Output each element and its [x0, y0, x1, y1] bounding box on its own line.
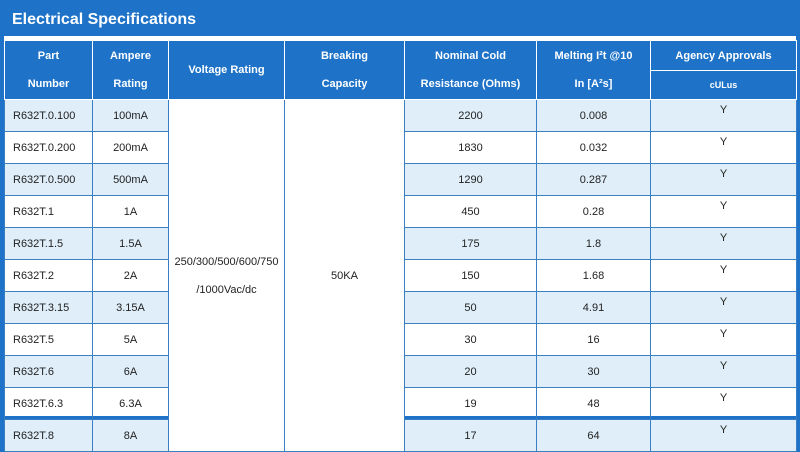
melting-i2t-cell: 16	[536, 323, 651, 356]
part-number-cell: R632T.6.3	[4, 387, 93, 420]
nominal-cold-resistance-cell: 1290	[404, 163, 537, 196]
nominal-cold-resistance-cell: 1830	[404, 131, 537, 164]
header-breaking-capacity: Breaking Capacity	[284, 40, 405, 100]
nominal-cold-resistance-cell: 17	[404, 419, 537, 452]
melting-i2t-cell: 0.032	[536, 131, 651, 164]
table-row: R632T.6.3 6.3A 19 48 Y	[4, 387, 797, 420]
ampere-rating-cell: 5A	[92, 323, 169, 356]
header-part-number: Part Number	[4, 40, 93, 100]
section-title: Electrical Specifications	[4, 4, 796, 36]
nominal-cold-resistance-cell: 450	[404, 195, 537, 228]
agency-approval-cell: Y	[650, 131, 797, 164]
melting-i2t-cell: 30	[536, 355, 651, 388]
nominal-cold-resistance-cell: 2200	[404, 99, 537, 132]
melting-i2t-cell: 1.8	[536, 227, 651, 260]
table-row: R632T.0.500 500mA 1290 0.287 Y	[4, 163, 797, 196]
agency-approval-cell: Y	[650, 419, 797, 452]
ampere-rating-cell: 100mA	[92, 99, 169, 132]
table-row: R632T.1.5 1.5A 175 1.8 Y	[4, 227, 797, 260]
ampere-rating-cell: 3.15A	[92, 291, 169, 324]
ampere-rating-cell: 2A	[92, 259, 169, 292]
agency-approval-cell: Y	[650, 99, 797, 132]
header-nominal-cold-resistance: Nominal Cold Resistance (Ohms)	[404, 40, 537, 100]
header-voltage-rating: Voltage Rating	[168, 40, 285, 100]
nominal-cold-resistance-cell: 50	[404, 291, 537, 324]
header-melting-i2t: Melting I²t @10 In [A²s]	[536, 40, 651, 100]
ampere-rating-cell: 1.5A	[92, 227, 169, 260]
melting-i2t-cell: 1.68	[536, 259, 651, 292]
nominal-cold-resistance-cell: 30	[404, 323, 537, 356]
melting-i2t-cell: 4.91	[536, 291, 651, 324]
melting-i2t-cell: 0.28	[536, 195, 651, 228]
ampere-rating-cell: 6A	[92, 355, 169, 388]
melting-i2t-cell: 0.008	[536, 99, 651, 132]
agency-approval-cell: Y	[650, 259, 797, 292]
melting-i2t-cell: 64	[536, 419, 651, 452]
agency-approval-cell: Y	[650, 163, 797, 196]
agency-approval-cell: Y	[650, 387, 797, 420]
part-number-cell: R632T.3.15	[4, 291, 93, 324]
nominal-cold-resistance-cell: 175	[404, 227, 537, 260]
ampere-rating-cell: 6.3A	[92, 387, 169, 420]
ampere-rating-cell: 8A	[92, 419, 169, 452]
part-number-cell: R632T.1	[4, 195, 93, 228]
part-number-cell: R632T.0.500	[4, 163, 93, 196]
agency-approval-cell: Y	[650, 195, 797, 228]
table-row: R632T.3.15 3.15A 50 4.91 Y	[4, 291, 797, 324]
table-row: R632T.0.100 100mA 250/300/500/600/750/1000…	[4, 99, 797, 452]
part-number-cell: R632T.8	[4, 419, 93, 452]
agency-approval-cell: Y	[650, 355, 797, 388]
ampere-rating-cell: 1A	[92, 195, 169, 228]
table-row: R632T.2 2A 150 1.68 Y	[4, 259, 797, 292]
nominal-cold-resistance-cell: 150	[404, 259, 537, 292]
nominal-cold-resistance-cell: 20	[404, 355, 537, 388]
agency-approval-cell: Y	[650, 323, 797, 356]
voltage-rating-cell: 250/300/500/600/750/1000Vac/dc	[168, 99, 285, 452]
header-agency-approvals: Agency Approvals	[650, 40, 797, 71]
ampere-rating-cell: 200mA	[92, 131, 169, 164]
agency-approval-cell: Y	[650, 291, 797, 324]
part-number-cell: R632T.0.100	[4, 99, 93, 132]
header-ampere-rating: Ampere Rating	[92, 40, 169, 100]
part-number-cell: R632T.6	[4, 355, 93, 388]
melting-i2t-cell: 48	[536, 387, 651, 420]
ul-logo-icon: cULus	[650, 70, 797, 100]
nominal-cold-resistance-cell: 19	[404, 387, 537, 420]
part-number-cell: R632T.2	[4, 259, 93, 292]
melting-i2t-cell: 0.287	[536, 163, 651, 196]
breaking-capacity-cell: 50KA	[284, 99, 405, 452]
ampere-rating-cell: 500mA	[92, 163, 169, 196]
part-number-cell: R632T.1.5	[4, 227, 93, 260]
part-number-cell: R632T.0.200	[4, 131, 93, 164]
electrical-specifications-table: Part Number Ampere Rating Voltage Rating…	[4, 40, 797, 452]
agency-approval-cell: Y	[650, 227, 797, 260]
part-number-cell: R632T.5	[4, 323, 93, 356]
